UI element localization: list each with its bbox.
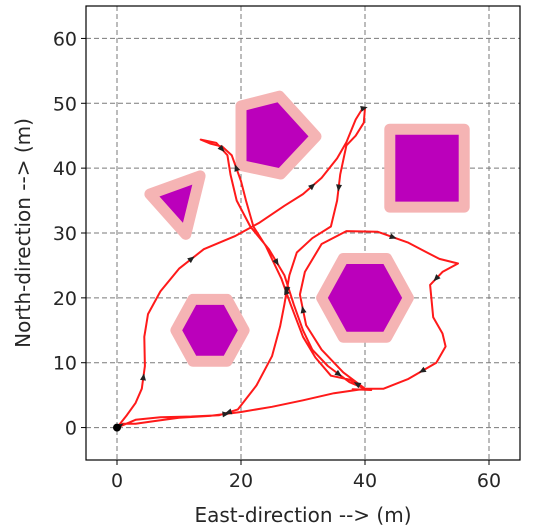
- hexagon-obstacle: [170, 293, 250, 367]
- y-tick-label: 40: [53, 158, 77, 180]
- triangle-obstacle: [144, 170, 206, 240]
- grid: [86, 6, 520, 460]
- direction-arrow: [300, 305, 307, 314]
- path-markers: [113, 105, 441, 432]
- pentagon-obstacle: [235, 90, 322, 180]
- direction-arrow: [418, 366, 427, 373]
- direction-arrow: [353, 382, 362, 389]
- y-tick-label: 10: [53, 353, 77, 375]
- x-tick-label: 60: [477, 470, 501, 492]
- x-tick-label: 20: [229, 470, 253, 492]
- direction-arrow: [234, 164, 241, 172]
- direction-arrow: [284, 287, 290, 296]
- obstacles: [144, 90, 470, 367]
- robot-path: [116, 106, 459, 429]
- y-tick-label: 0: [65, 418, 77, 440]
- y-axis-label: North-direction --> (m): [11, 118, 35, 348]
- path-line: [116, 106, 459, 429]
- direction-arrow: [336, 184, 343, 192]
- y-tick-label: 60: [53, 28, 77, 50]
- direction-arrow: [389, 233, 397, 240]
- direction-arrow: [217, 144, 225, 152]
- x-tick-label: 0: [111, 470, 123, 492]
- direction-arrow: [222, 411, 230, 418]
- direction-arrow: [140, 373, 146, 381]
- direction-arrow: [433, 274, 441, 282]
- tick-labels: 0 20 40 60 0 10 20 30 40 50 60: [53, 28, 501, 492]
- direction-arrow: [308, 183, 316, 191]
- direction-arrow: [360, 105, 368, 112]
- square-obstacle: [384, 123, 470, 213]
- start-point: [113, 423, 121, 432]
- x-tick-label: 40: [353, 470, 377, 492]
- direction-arrow: [334, 369, 342, 377]
- y-tick-label: 50: [53, 93, 77, 115]
- hexagon-obstacle: [316, 253, 414, 343]
- direction-arrow: [187, 256, 195, 264]
- x-axis-label: East-direction --> (m): [194, 503, 411, 527]
- direction-arrow: [272, 258, 279, 266]
- y-tick-label: 20: [53, 288, 77, 310]
- y-tick-label: 30: [53, 223, 77, 245]
